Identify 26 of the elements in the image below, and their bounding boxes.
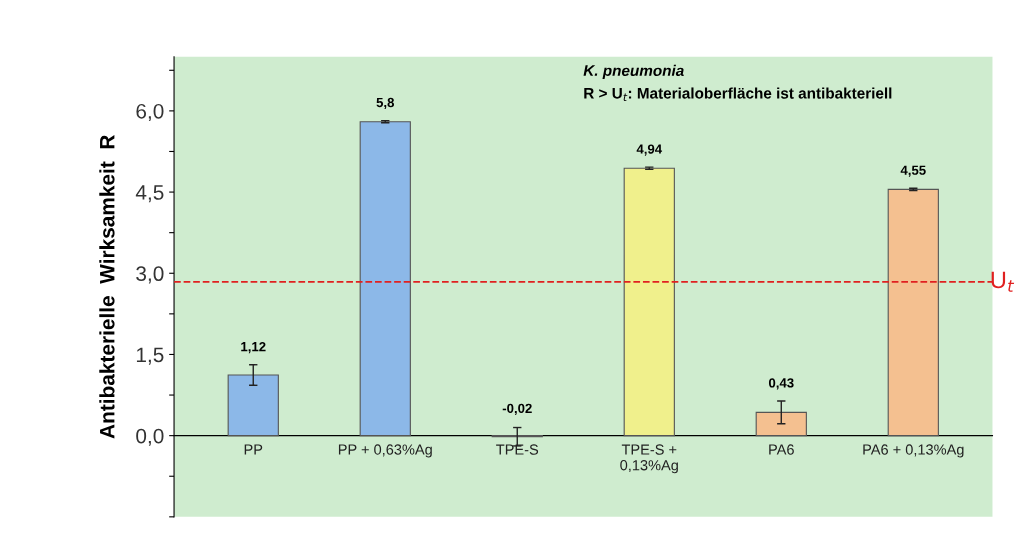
y-tick-label: 3,0 <box>136 266 164 284</box>
data-label: -0,02 <box>502 403 532 415</box>
data-label: 4,94 <box>636 144 663 156</box>
bar <box>755 411 807 437</box>
bar <box>623 167 675 437</box>
x-tick-label: TPE-S <box>496 444 539 455</box>
annotation: K. pneumonia <box>583 64 684 80</box>
y-tick-label: 6,0 <box>136 103 164 122</box>
data-label: 1,12 <box>241 341 266 354</box>
bar <box>887 188 939 437</box>
data-label: 4,55 <box>900 165 926 177</box>
data-label: 0,43 <box>768 378 794 390</box>
x-tick-label: TPE-S + 0,13%Ag <box>620 444 678 474</box>
bar <box>227 374 279 437</box>
y-tick-label: 4,5 <box>135 185 164 203</box>
y-tick-label: 1,5 <box>136 347 164 365</box>
data-label: 5,8 <box>376 97 395 110</box>
x-tick-label: PA6 + 0,13%Ag <box>863 444 964 458</box>
x-tick-label: PP + 0,63%Ag <box>338 444 432 458</box>
y-axis-title: Antibakterielle Wirksamkeit R <box>99 135 115 439</box>
bar <box>359 121 411 437</box>
x-tick-label: PP <box>244 444 263 455</box>
ref-line-label: U$_{t}$ <box>991 271 1015 292</box>
y-tick-label: 0,0 <box>136 428 164 446</box>
annotation: R > U$_{t}$: Materialoberfläche ist antibakteriell <box>584 87 892 102</box>
x-tick-label: PA6 <box>769 444 794 455</box>
